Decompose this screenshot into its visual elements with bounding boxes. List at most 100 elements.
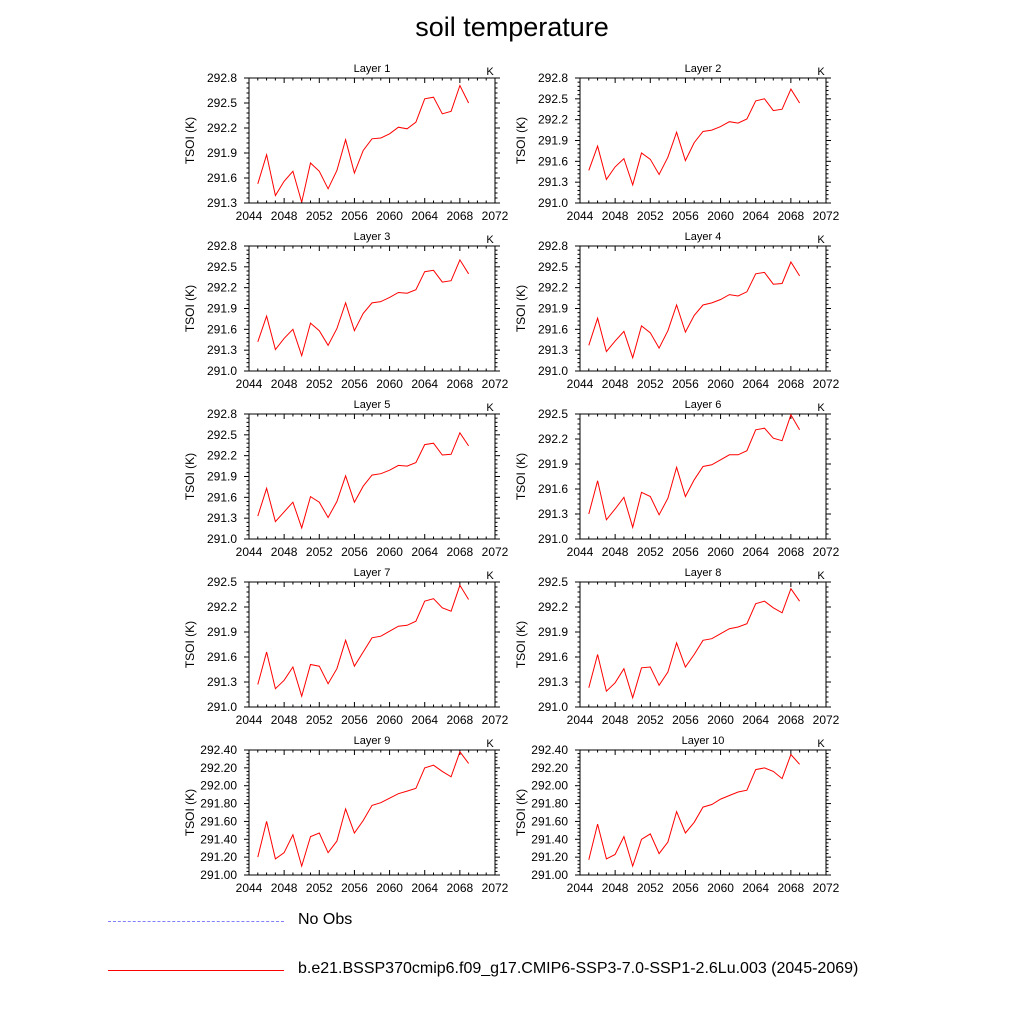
x-tick-label: 2056 — [341, 209, 368, 223]
y-tick-label: 292.2 — [538, 600, 568, 614]
y-axis-label: TSOI (K) — [514, 621, 528, 668]
y-tick-label: 291.00 — [200, 868, 237, 882]
y-tick-label: 292.5 — [207, 260, 237, 274]
chart-panel-3: 2044 2048 2052 2056 2060 2064 2068 2072 291.0 291… — [183, 231, 509, 391]
units-label: K — [486, 570, 494, 582]
plot-frame — [248, 413, 496, 540]
series-line — [588, 88, 801, 187]
x-tick-label: 2072 — [482, 377, 509, 391]
figure-title: soil temperature — [415, 12, 609, 42]
y-tick-label: 291.3 — [207, 343, 237, 357]
y-tick-label: 291.40 — [531, 832, 568, 846]
x-tick-label: 2064 — [742, 209, 769, 223]
x-tick-label: 2056 — [672, 713, 699, 727]
x-tick-label: 2048 — [271, 545, 298, 559]
y-tick-label: 292.8 — [207, 407, 237, 421]
legend-dashed-line-swatch — [108, 921, 284, 922]
x-tick-label: 2048 — [602, 209, 629, 223]
x-tick-label: 2056 — [341, 713, 368, 727]
y-axis-label: TSOI (K) — [183, 285, 197, 332]
units-label: K — [817, 570, 825, 582]
panel-title: Layer 5 — [354, 399, 391, 411]
y-tick-label: 291.6 — [207, 490, 237, 504]
y-tick-label: 291.0 — [207, 364, 237, 378]
x-tick-label: 2068 — [778, 209, 805, 223]
chart-panel-4: 2044 2048 2052 2056 2060 2064 2068 2072 291.0 291… — [514, 231, 840, 391]
y-tick-label: 291.20 — [531, 850, 568, 864]
y-tick-label: 291.3 — [207, 511, 237, 525]
y-tick-label: 291.3 — [538, 175, 568, 189]
x-tick-label: 2068 — [447, 713, 474, 727]
x-tick-label: 2068 — [447, 545, 474, 559]
panel-title: Layer 7 — [354, 567, 391, 579]
y-tick-label: 291.20 — [200, 850, 237, 864]
y-axis-label: TSOI (K) — [514, 285, 528, 332]
chart-panel-5: 2044 2048 2052 2056 2060 2064 2068 2072 291.0 291… — [183, 399, 509, 559]
units-label: K — [486, 738, 494, 750]
x-tick-label: 2072 — [482, 545, 509, 559]
x-tick-label: 2052 — [306, 545, 333, 559]
y-tick-label: 291.0 — [207, 700, 237, 714]
y-tick-label: 291.9 — [538, 457, 568, 471]
x-tick-label: 2068 — [447, 881, 474, 895]
y-tick-label: 291.0 — [538, 700, 568, 714]
x-tick-label: 2068 — [447, 209, 474, 223]
y-tick-label: 292.8 — [207, 71, 237, 85]
y-tick-label: 291.6 — [538, 482, 568, 496]
x-tick-label: 2048 — [602, 713, 629, 727]
x-tick-label: 2052 — [306, 881, 333, 895]
x-tick-label: 2052 — [637, 713, 664, 727]
y-axis-label: TSOI (K) — [183, 621, 197, 668]
x-tick-label: 2052 — [637, 209, 664, 223]
series-line — [257, 84, 470, 203]
plot-frame — [579, 581, 827, 708]
x-tick-label: 2068 — [778, 881, 805, 895]
x-tick-label: 2056 — [341, 545, 368, 559]
y-tick-label: 292.2 — [538, 432, 568, 446]
y-tick-label: 291.9 — [207, 470, 237, 484]
x-tick-label: 2064 — [742, 377, 769, 391]
x-tick-label: 2068 — [447, 377, 474, 391]
x-tick-label: 2044 — [567, 377, 594, 391]
x-tick-label: 2060 — [376, 881, 403, 895]
y-tick-label: 291.3 — [538, 343, 568, 357]
x-tick-label: 2056 — [672, 881, 699, 895]
y-tick-label: 291.0 — [207, 532, 237, 546]
x-tick-label: 2060 — [376, 209, 403, 223]
y-tick-label: 291.9 — [207, 146, 237, 160]
y-tick-label: 291.40 — [200, 832, 237, 846]
y-tick-label: 291.80 — [531, 797, 568, 811]
x-tick-label: 2044 — [236, 713, 263, 727]
x-tick-label: 2056 — [341, 881, 368, 895]
units-label: K — [817, 234, 825, 246]
y-tick-label: 291.9 — [538, 302, 568, 316]
y-tick-label: 291.3 — [207, 196, 237, 210]
y-tick-label: 291.0 — [538, 196, 568, 210]
y-tick-label: 292.5 — [538, 260, 568, 274]
y-tick-label: 291.0 — [538, 532, 568, 546]
x-tick-label: 2064 — [742, 713, 769, 727]
x-tick-label: 2044 — [567, 209, 594, 223]
y-tick-label: 292.5 — [538, 407, 568, 421]
plot-frame — [248, 77, 496, 204]
plot-frame — [579, 413, 827, 540]
y-tick-label: 291.6 — [538, 322, 568, 336]
x-tick-label: 2052 — [637, 377, 664, 391]
x-tick-label: 2072 — [482, 881, 509, 895]
x-tick-label: 2044 — [236, 377, 263, 391]
y-axis-label: TSOI (K) — [514, 117, 528, 164]
y-axis-label: TSOI (K) — [514, 453, 528, 500]
plot-frame — [579, 245, 827, 372]
y-tick-label: 292.2 — [207, 281, 237, 295]
y-tick-label: 292.8 — [538, 71, 568, 85]
units-label: K — [817, 402, 825, 414]
plot-frame — [248, 749, 496, 876]
panel-title: Layer 2 — [685, 63, 722, 75]
y-tick-label: 291.6 — [207, 171, 237, 185]
series-line — [588, 587, 801, 700]
x-tick-label: 2048 — [602, 545, 629, 559]
y-tick-label: 292.40 — [531, 743, 568, 757]
x-tick-label: 2044 — [567, 545, 594, 559]
chart-panel-2: 2044 2048 2052 2056 2060 2064 2068 2072 291.0 291… — [514, 63, 840, 223]
y-axis-label: TSOI (K) — [183, 453, 197, 500]
